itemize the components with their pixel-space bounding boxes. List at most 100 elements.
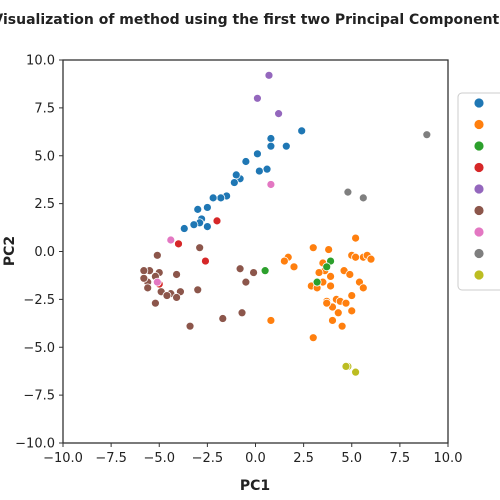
y-axis-label: PC2 [2, 236, 18, 266]
data-point [324, 245, 334, 254]
y-axis-ticks: −10.0 −7.5 −5.0 −2.5 0.0 2.5 5.0 7.5 10.0 [15, 54, 63, 452]
data-point [266, 141, 276, 151]
data-point [241, 157, 251, 166]
data-point [343, 187, 353, 197]
data-point [308, 243, 318, 253]
y-tick-label: 5.0 [34, 149, 55, 164]
y-tick-label: 0.0 [34, 245, 55, 260]
data-point [366, 254, 376, 264]
data-point [347, 291, 357, 300]
y-tick-label: −2.5 [23, 293, 55, 308]
data-point [150, 298, 160, 308]
legend-marker [473, 248, 485, 259]
data-point [358, 283, 368, 293]
data-point [166, 235, 176, 245]
data-point [337, 321, 347, 331]
data-point [266, 316, 276, 325]
data-point [328, 316, 337, 325]
y-tick-label: −5.0 [23, 341, 55, 356]
data-point [152, 277, 162, 287]
series-8 [341, 361, 361, 377]
data-point [253, 149, 262, 159]
data-point [312, 277, 322, 287]
series-0 [179, 126, 307, 233]
data-point [297, 126, 307, 136]
data-point [218, 314, 228, 323]
x-tick-label: −7.5 [95, 451, 127, 466]
data-point [351, 233, 361, 243]
data-point [139, 266, 149, 276]
scatter-points [139, 70, 432, 377]
legend-marker [473, 119, 485, 130]
x-tick-label: 0.0 [245, 451, 266, 466]
data-point [212, 216, 222, 226]
series-4 [253, 70, 284, 119]
y-tick-label: −7.5 [23, 389, 55, 404]
data-point [202, 222, 212, 232]
legend [457, 92, 500, 291]
data-point [179, 224, 189, 233]
legend-marker [473, 205, 485, 216]
data-point [274, 109, 284, 119]
legend-marker [473, 162, 485, 173]
x-tick-label: 2.5 [293, 451, 314, 466]
data-point [262, 164, 272, 174]
data-point [266, 180, 276, 189]
data-point [308, 333, 318, 343]
x-tick-label: −5.0 [143, 451, 175, 466]
data-point [185, 321, 195, 331]
x-axis-label: PC1 [240, 478, 270, 494]
data-point [341, 298, 351, 308]
data-point [202, 203, 212, 212]
data-point [289, 262, 299, 272]
data-point [193, 204, 203, 214]
data-point [139, 273, 149, 283]
legend-marker [473, 140, 485, 152]
data-point [231, 170, 241, 180]
data-point [322, 298, 332, 308]
chart-title: Visualization of method using the first … [0, 12, 500, 28]
data-point [326, 281, 335, 291]
legend-marker [473, 269, 485, 281]
data-point [195, 243, 205, 253]
x-tick-label: −2.5 [192, 451, 224, 466]
data-point [260, 266, 270, 276]
series-2 [260, 256, 335, 287]
series-7 [343, 130, 432, 203]
x-tick-label: 10.0 [434, 451, 463, 466]
y-tick-label: 7.5 [34, 101, 55, 116]
data-point [193, 285, 203, 295]
x-tick-label: −10.0 [43, 451, 83, 466]
data-point [322, 262, 332, 272]
legend-marker [473, 97, 485, 109]
data-point [341, 361, 351, 371]
data-point [347, 306, 357, 316]
data-point [216, 193, 226, 203]
data-point [253, 93, 262, 103]
x-tick-label: 5.0 [341, 451, 362, 466]
y-tick-label: 10.0 [26, 54, 55, 69]
series-6 [152, 180, 276, 287]
legend-marker [473, 226, 485, 238]
data-point [241, 277, 251, 287]
data-point [281, 141, 291, 151]
x-tick-label: 7.5 [390, 451, 411, 466]
data-point [201, 256, 210, 266]
data-point [314, 268, 324, 277]
data-point [235, 264, 245, 274]
data-point [208, 193, 218, 203]
data-point [152, 250, 162, 260]
data-point [174, 239, 183, 249]
x-axis-ticks: −10.0 −7.5 −5.0 −2.5 0.0 2.5 5.0 7.5 10.0 [43, 443, 462, 466]
data-point [143, 283, 153, 293]
data-point [345, 270, 355, 279]
legend-marker [473, 183, 485, 195]
series-5 [139, 243, 258, 331]
data-point [162, 291, 172, 300]
y-tick-label: 2.5 [34, 197, 55, 212]
data-point [266, 134, 276, 143]
data-point [254, 166, 264, 176]
data-point [333, 308, 343, 318]
